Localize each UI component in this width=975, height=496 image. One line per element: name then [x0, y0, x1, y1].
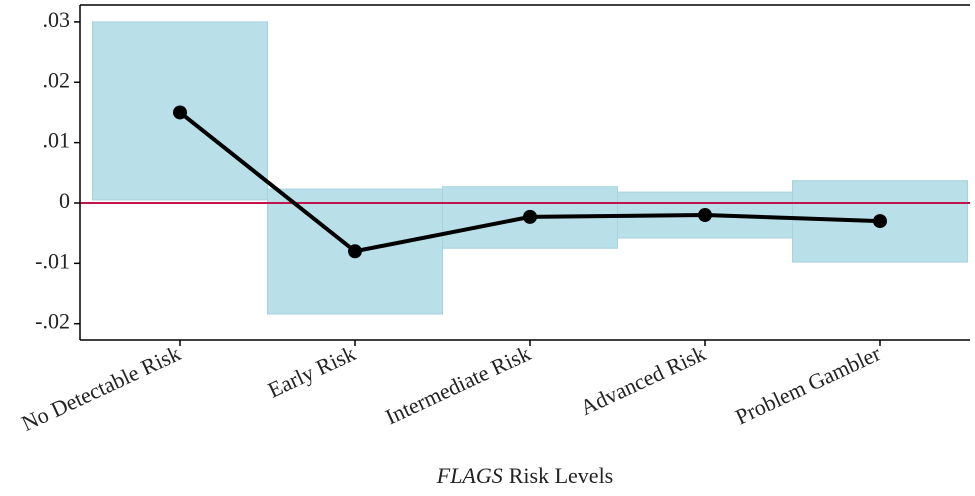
- x-tick-label: Early Risk: [264, 340, 359, 402]
- estimate-point: [348, 244, 362, 259]
- y-tick-label: .03: [43, 7, 71, 32]
- estimate-point: [698, 208, 712, 223]
- y-tick-label: .02: [43, 67, 71, 92]
- y-tick-label: .01: [43, 128, 71, 153]
- x-axis-title-rest: Risk Levels: [509, 463, 614, 488]
- y-tick-label: -.02: [35, 309, 70, 334]
- x-tick-label: Problem Gambler: [731, 340, 884, 429]
- x-axis-title: FLAGS Risk Levels: [436, 463, 614, 488]
- x-tick-label: No Detectable Risk: [18, 340, 185, 435]
- y-tick-label: -.01: [35, 248, 70, 273]
- estimate-point: [523, 209, 537, 224]
- y-tick-label: 0: [59, 188, 70, 213]
- estimate-point: [873, 214, 887, 229]
- x-tick-label: Advanced Risk: [576, 340, 709, 420]
- estimate-point: [173, 105, 187, 120]
- x-tick-label: Intermediate Risk: [381, 340, 534, 429]
- x-axis-title-italic: FLAGS: [436, 463, 503, 488]
